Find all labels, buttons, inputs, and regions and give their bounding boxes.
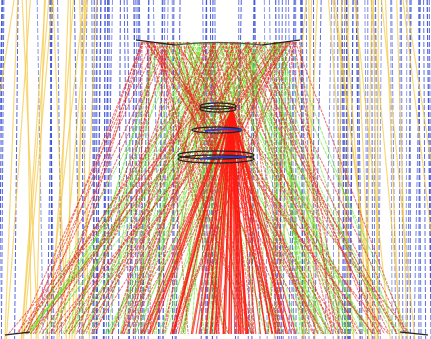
page: (() => { const svg = document.getElement… xyxy=(0,0,431,339)
ray-render xyxy=(0,0,431,339)
